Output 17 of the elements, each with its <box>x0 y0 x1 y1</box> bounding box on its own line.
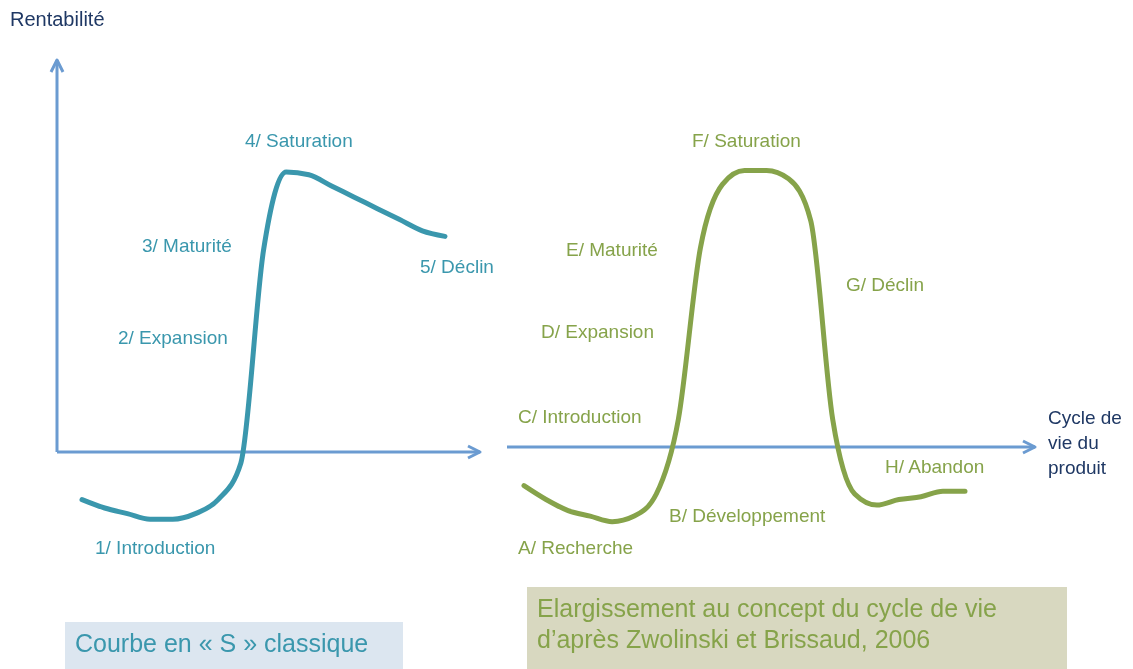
text: Elargissement au concept du cycle de vie d’après Zwolinski et Brissaud, 2006 <box>527 587 1067 669</box>
annotation: E/ Maturité <box>566 239 658 261</box>
annotation: B/ Développement <box>669 505 826 527</box>
text: F/ Saturation <box>692 130 801 152</box>
annotation: 2/ Expansion <box>118 327 228 349</box>
annotation: 5/ Déclin <box>420 256 494 278</box>
text: Courbe en « S » classique <box>65 622 403 669</box>
x-axis-title: Cycle de vie du produit <box>1048 406 1123 480</box>
annotation: H/ Abandon <box>885 456 985 478</box>
text: 1/ Introduction <box>95 537 216 559</box>
text: 4/ Saturation <box>245 130 353 152</box>
text: A/ Recherche <box>518 537 634 559</box>
annotation: C/ Introduction <box>518 406 642 428</box>
annotation: D/ Expansion <box>541 321 655 343</box>
y-axis-title: Rentabilité <box>10 8 105 31</box>
annotation: 3/ Maturité <box>142 235 232 257</box>
annotation: G/ Déclin <box>846 274 925 296</box>
